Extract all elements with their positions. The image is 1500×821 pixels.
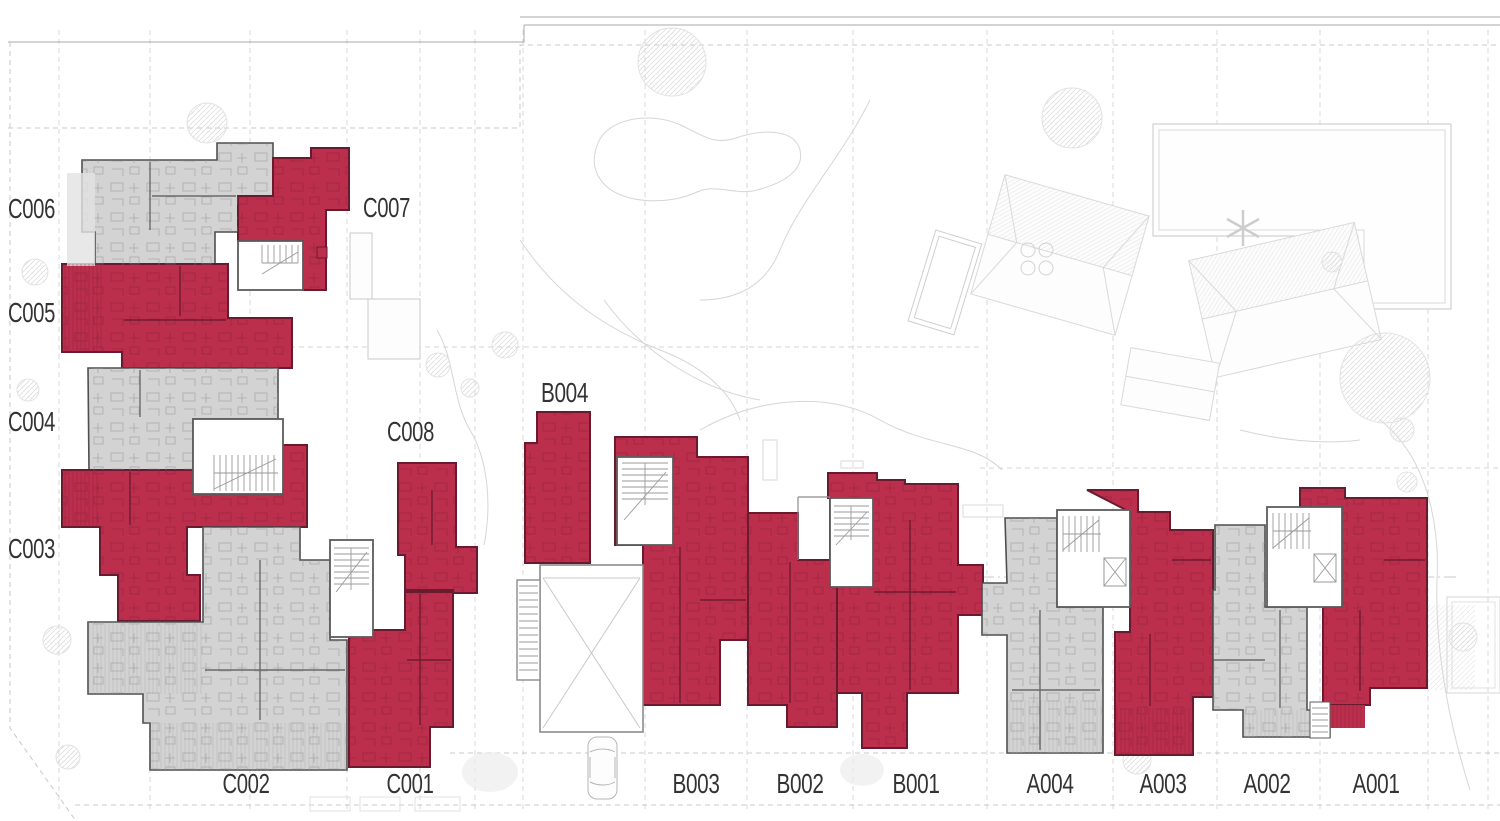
small-pool — [907, 229, 983, 336]
planter — [840, 460, 864, 469]
unit-label-B004: B004 — [541, 377, 588, 408]
stair-core-c67 — [237, 240, 304, 291]
unit-label-C003: C003 — [8, 533, 55, 564]
unit-label-C008: C008 — [387, 416, 434, 447]
unit-label-A004: A004 — [1027, 768, 1074, 799]
palm-icon — [1226, 210, 1260, 246]
pond — [593, 117, 802, 202]
parking-stall — [414, 796, 461, 812]
planter — [762, 439, 778, 481]
existing-villa-roof-3 — [1120, 347, 1221, 421]
stair-core-b12 — [829, 497, 874, 588]
unit-label-C002: C002 — [223, 768, 270, 799]
interior-walls-red — [124, 266, 1425, 725]
unit-label-C004: C004 — [8, 406, 55, 437]
unit-label-A003: A003 — [1140, 768, 1187, 799]
unit-label-C006: C006 — [8, 193, 55, 224]
parking-stall — [359, 796, 401, 812]
stair-core-a12 — [1266, 506, 1343, 608]
spa-circles — [1020, 242, 1054, 276]
walkway — [367, 298, 421, 360]
unit-label-C007: C007 — [363, 192, 410, 223]
parking-stall — [309, 796, 351, 812]
unit-label-B001: B001 — [893, 768, 940, 799]
unit-C008[interactable] — [397, 462, 478, 594]
stair-core-c128 — [329, 539, 374, 638]
unit-label-C001: C001 — [387, 768, 434, 799]
unit-label-B002: B002 — [777, 768, 824, 799]
unit-label-C005: C005 — [8, 297, 55, 328]
garage-ramp — [516, 564, 644, 733]
unit-label-A001: A001 — [1353, 768, 1400, 799]
elevator — [1103, 557, 1127, 587]
unit-label-A002: A002 — [1244, 768, 1291, 799]
service-box — [316, 246, 328, 259]
trees — [16, 27, 1478, 792]
car — [587, 736, 618, 800]
walkway — [349, 232, 373, 300]
unit-B004[interactable] — [524, 411, 591, 564]
entry-notch — [797, 496, 830, 560]
unit-labels: C006 C005 C004 C003 C007 C008 C002 C001 … — [8, 192, 1400, 799]
interior-walls-gray — [139, 162, 1281, 750]
planter — [962, 504, 1004, 518]
elevator — [1313, 553, 1337, 583]
unit-B002[interactable] — [747, 512, 838, 728]
existing-villa-roof-1 — [970, 174, 1150, 336]
stair-cores — [192, 240, 1343, 739]
unit-label-B003: B003 — [673, 768, 720, 799]
terrace-hatching — [62, 173, 1365, 770]
